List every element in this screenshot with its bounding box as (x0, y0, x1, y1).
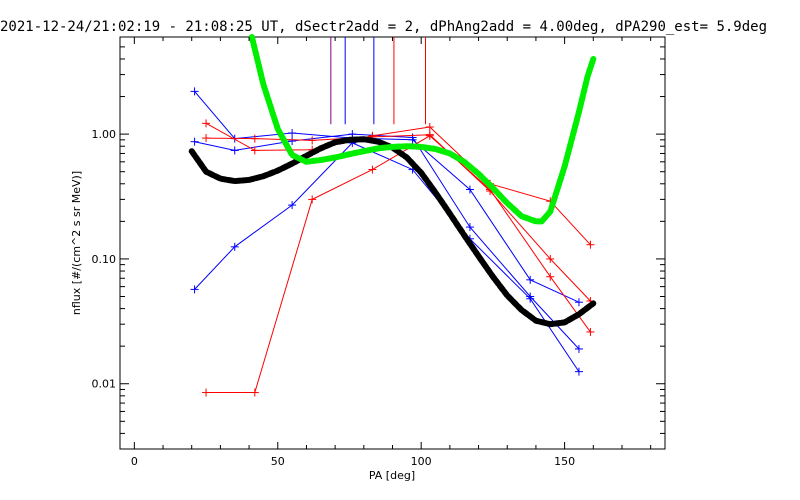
data-point-plus (250, 146, 259, 155)
data-point-plus (408, 133, 417, 142)
y-axis-label: nflux [#/(cm^2 s sr MeV)] (70, 171, 83, 315)
data-point-plus (546, 254, 555, 263)
data-point-plus (574, 344, 583, 353)
data-point-plus (526, 275, 535, 284)
data-point-plus (288, 129, 297, 138)
data-point-plus (202, 119, 211, 128)
chart-title: 2021-12-24/21:02:19 - 21:08:25 UT, dSect… (0, 19, 767, 35)
y-tick-label: 0.01 (92, 378, 117, 391)
y-tick-label: 0.10 (92, 253, 117, 266)
y-tick-label: 1.00 (92, 128, 117, 141)
data-point-plus (526, 294, 535, 303)
data-point-plus (190, 87, 199, 96)
vertical-markers (330, 37, 426, 125)
x-axis-label: PA [deg] (369, 469, 415, 482)
data-point-plus (425, 131, 434, 140)
data-point-plus (465, 223, 474, 232)
data-point-plus (465, 185, 474, 194)
data-point-plus (308, 136, 317, 145)
data-point-plus (574, 298, 583, 307)
green-fit-curve (248, 34, 597, 225)
x-tick-label: 100 (411, 455, 432, 468)
data-point-plus (586, 240, 595, 249)
data-point-plus (288, 201, 297, 210)
x-tick-label: 50 (271, 455, 285, 468)
data-point-plus (425, 123, 434, 132)
data-series (190, 87, 595, 397)
data-point-plus (308, 195, 317, 204)
x-tick-label: 0 (131, 455, 138, 468)
data-point-plus (586, 327, 595, 336)
data-point-plus (190, 285, 199, 294)
data-point-plus (250, 388, 259, 397)
data-point-plus (190, 137, 199, 146)
data-point-plus (202, 388, 211, 397)
series-line (205, 122, 591, 246)
series-line (194, 133, 580, 350)
data-point-plus (230, 242, 239, 251)
fit-curves (188, 34, 597, 328)
data-point-plus (546, 272, 555, 281)
data-point-plus (230, 146, 239, 155)
x-tick-label: 150 (554, 455, 575, 468)
series-line (206, 134, 591, 302)
data-point-plus (574, 367, 583, 376)
series-line (194, 91, 580, 303)
series-line (194, 142, 580, 372)
axes: 0 50 100 150 0.01 0.10 1.00 (92, 36, 665, 468)
data-point-plus (288, 137, 297, 146)
data-point-plus (368, 165, 377, 174)
data-point-plus (250, 134, 259, 143)
data-point-plus (202, 134, 211, 143)
